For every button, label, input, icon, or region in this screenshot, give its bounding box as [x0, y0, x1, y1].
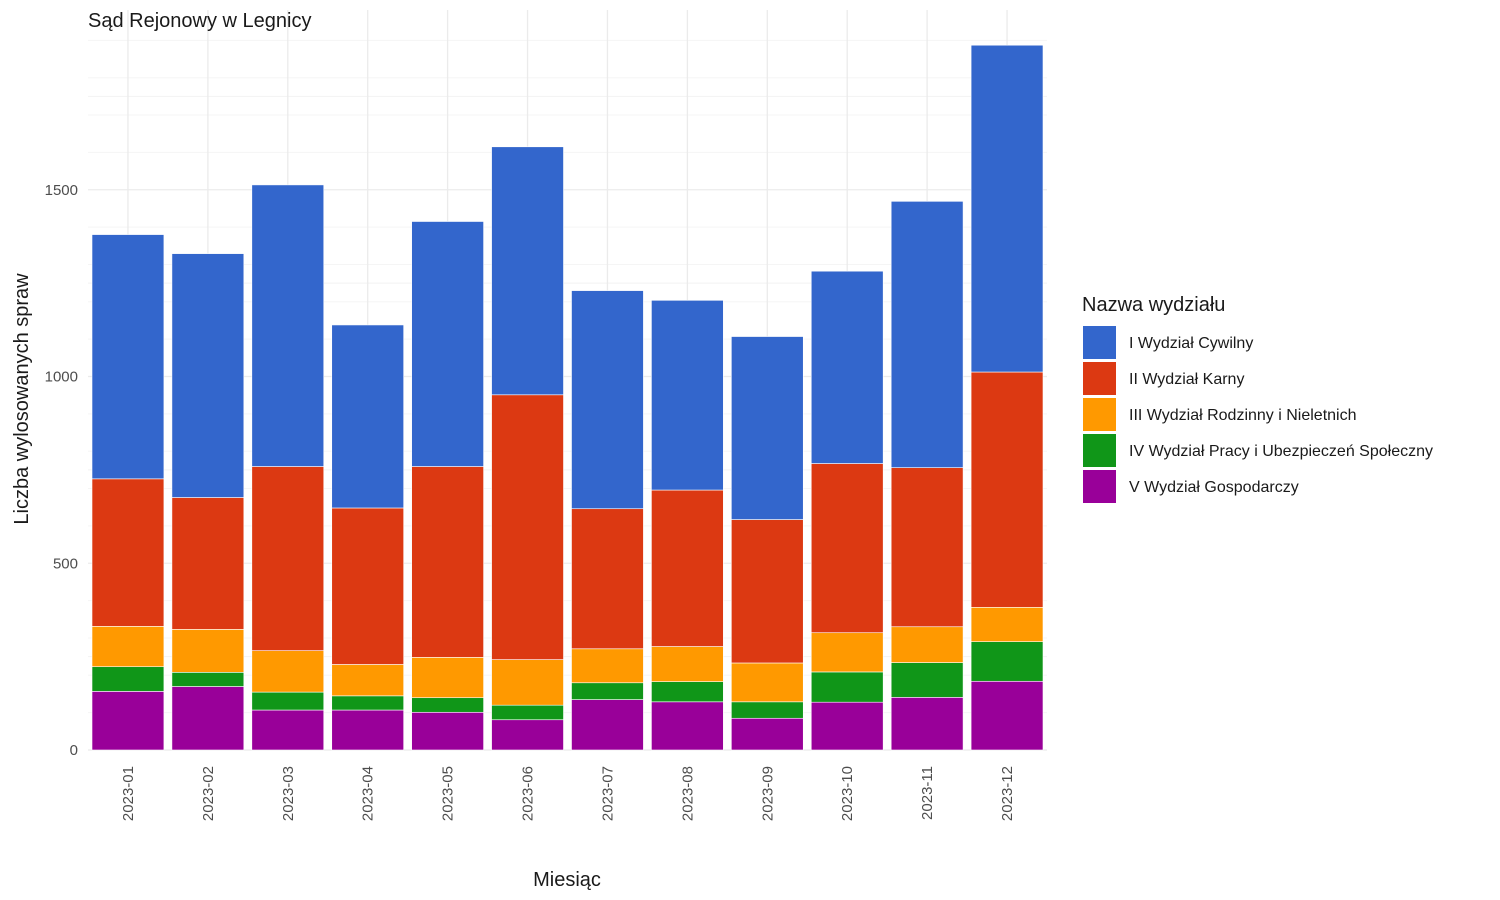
- y-tick-label: 500: [53, 555, 78, 572]
- y-tick-label: 1500: [45, 182, 78, 199]
- legend: Nazwa wydziału I Wydział Cywilny II Wydzi…: [1082, 294, 1433, 503]
- y-axis-ticks: 0 500 1000 1500: [45, 182, 78, 759]
- x-tick-label: 2023-06: [520, 766, 537, 821]
- x-axis-ticks: 2023-01 2023-02 2023-03 2023-04 2023-05 2023-…: [120, 766, 1016, 821]
- bar-segment: [171, 686, 245, 751]
- x-tick-label: 2023-01: [120, 766, 137, 821]
- bar-segment: [91, 691, 165, 751]
- bar-segment: [171, 253, 245, 498]
- bar-segment: [171, 497, 245, 630]
- bar-segment: [970, 44, 1044, 373]
- legend-title: Nazwa wydziału: [1082, 294, 1225, 316]
- bar-segment: [491, 659, 564, 706]
- x-tick-label: 2023-08: [679, 766, 696, 821]
- bar-segment: [411, 221, 484, 467]
- bar-segment: [651, 701, 724, 751]
- bar-segment: [970, 371, 1044, 608]
- y-axis-label: Liczba wylosowanych spraw: [11, 273, 33, 525]
- legend-item-label: I Wydział Cywilny: [1129, 335, 1253, 352]
- bar-segment: [91, 478, 165, 627]
- legend-item-label: II Wydział Karny: [1129, 371, 1244, 388]
- bar-segment: [970, 641, 1044, 682]
- x-tick-label: 2023-11: [919, 766, 936, 820]
- x-tick-label: 2023-04: [360, 766, 377, 821]
- bar-segment: [411, 697, 484, 713]
- bar-segment: [171, 629, 245, 673]
- bar-segment: [890, 201, 964, 468]
- bar-segment: [890, 626, 964, 663]
- bar-segment: [731, 701, 804, 719]
- bar-segment: [571, 290, 644, 510]
- x-axis-label: Miesiąc: [533, 869, 601, 891]
- bar-segment: [571, 682, 644, 700]
- legend-swatch: [1083, 326, 1116, 359]
- bar-segment: [91, 666, 165, 692]
- bar-segment: [171, 672, 245, 687]
- bar-segment: [331, 695, 404, 711]
- bar-segment: [731, 662, 804, 703]
- legend-swatch: [1083, 434, 1116, 467]
- bar-segment: [810, 463, 884, 634]
- bar-segment: [411, 657, 484, 699]
- legend-swatch: [1083, 362, 1116, 395]
- bar-segment: [411, 711, 484, 751]
- bar-segment: [491, 146, 564, 396]
- bar-segment: [731, 336, 804, 520]
- bar-segment: [890, 697, 964, 751]
- bar-segment: [970, 680, 1044, 751]
- bar-segment: [491, 704, 564, 721]
- x-tick-label: 2023-05: [440, 766, 457, 821]
- bar-segment: [491, 394, 564, 660]
- bar-segment: [491, 719, 564, 751]
- bar-segment: [810, 270, 884, 464]
- y-tick-label: 0: [70, 742, 78, 759]
- bar-segment: [331, 664, 404, 697]
- bar-segment: [571, 699, 644, 751]
- bar-segment: [890, 662, 964, 698]
- x-tick-label: 2023-03: [280, 766, 297, 821]
- chart-title: Sąd Rejonowy w Legnicy: [88, 10, 311, 32]
- legend-swatch: [1083, 470, 1116, 503]
- legend-item-label: V Wydział Gospodarczy: [1129, 479, 1299, 496]
- bar-segment: [251, 184, 325, 467]
- bar-segment: [331, 324, 404, 509]
- bar-segment: [251, 650, 325, 693]
- x-tick-label: 2023-10: [839, 766, 856, 821]
- bar-segment: [651, 489, 724, 647]
- bar-segment: [411, 466, 484, 658]
- bar-segment: [651, 681, 724, 703]
- bar-segment: [810, 632, 884, 673]
- bar-segment: [571, 508, 644, 650]
- x-tick-label: 2023-09: [759, 766, 776, 821]
- legend-swatch: [1083, 398, 1116, 431]
- bar-segment: [251, 709, 325, 751]
- bar-segment: [331, 709, 404, 751]
- bar-segment: [810, 671, 884, 703]
- bar-segment: [651, 300, 724, 491]
- x-tick-label: 2023-07: [599, 766, 616, 821]
- bar-segment: [251, 466, 325, 651]
- bar-segment: [890, 467, 964, 628]
- bar-segment: [251, 691, 325, 711]
- y-tick-label: 1000: [45, 369, 78, 386]
- bar-segment: [731, 519, 804, 664]
- bar-segment: [731, 717, 804, 751]
- bar-segment: [331, 507, 404, 665]
- bars: [91, 44, 1044, 751]
- bar-segment: [571, 648, 644, 684]
- bar-segment: [651, 646, 724, 682]
- legend-item-label: III Wydział Rodzinny i Nieletnich: [1129, 407, 1357, 424]
- bar-segment: [970, 607, 1044, 642]
- bar-segment: [810, 701, 884, 751]
- bar-segment: [91, 234, 165, 480]
- x-tick-label: 2023-12: [999, 766, 1016, 821]
- x-tick-label: 2023-02: [200, 766, 217, 821]
- legend-item-label: IV Wydział Pracy i Ubezpieczeń Społeczny: [1129, 443, 1433, 460]
- bar-segment: [91, 626, 165, 668]
